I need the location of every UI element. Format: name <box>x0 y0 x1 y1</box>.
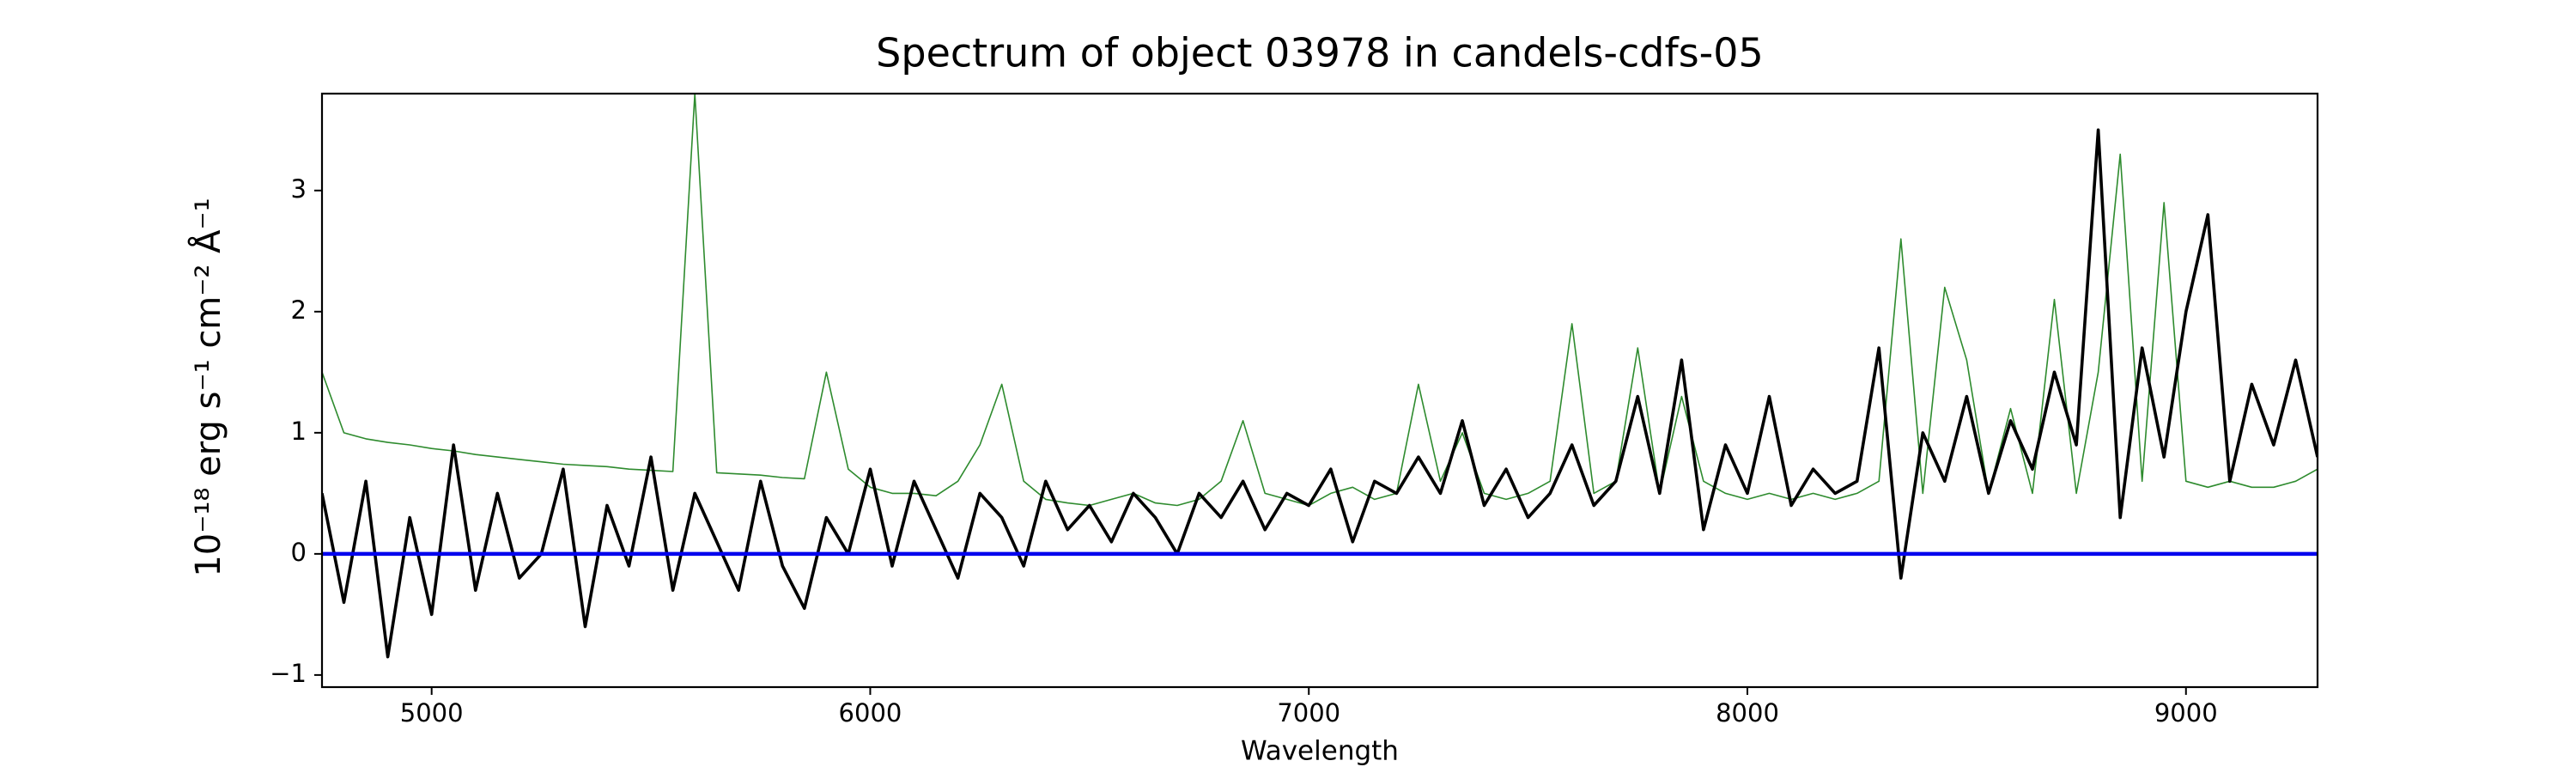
y-axis-label: 10⁻¹⁸ erg s⁻¹ cm⁻² Å⁻¹ <box>187 198 228 576</box>
y-tick-label: −1 <box>270 659 307 688</box>
x-axis-label: Wavelength <box>1241 736 1399 767</box>
x-tick-label: 9000 <box>2154 698 2218 727</box>
chart-title: Spectrum of object 03978 in candels-cdfs… <box>876 30 1764 76</box>
y-tick-label: 2 <box>291 295 307 325</box>
y-tick-label: 1 <box>291 417 307 446</box>
x-tick-label: 7000 <box>1277 698 1340 727</box>
plot-frame <box>320 92 2319 689</box>
x-tick-label: 8000 <box>1716 698 1779 727</box>
y-tick-label: 0 <box>291 538 307 567</box>
x-tick-label: 6000 <box>839 698 902 727</box>
spectrum-line <box>322 128 2318 659</box>
y-tick-label: 3 <box>291 174 307 204</box>
spectrum-line <box>322 94 2318 507</box>
x-tick-label: 5000 <box>400 698 464 727</box>
